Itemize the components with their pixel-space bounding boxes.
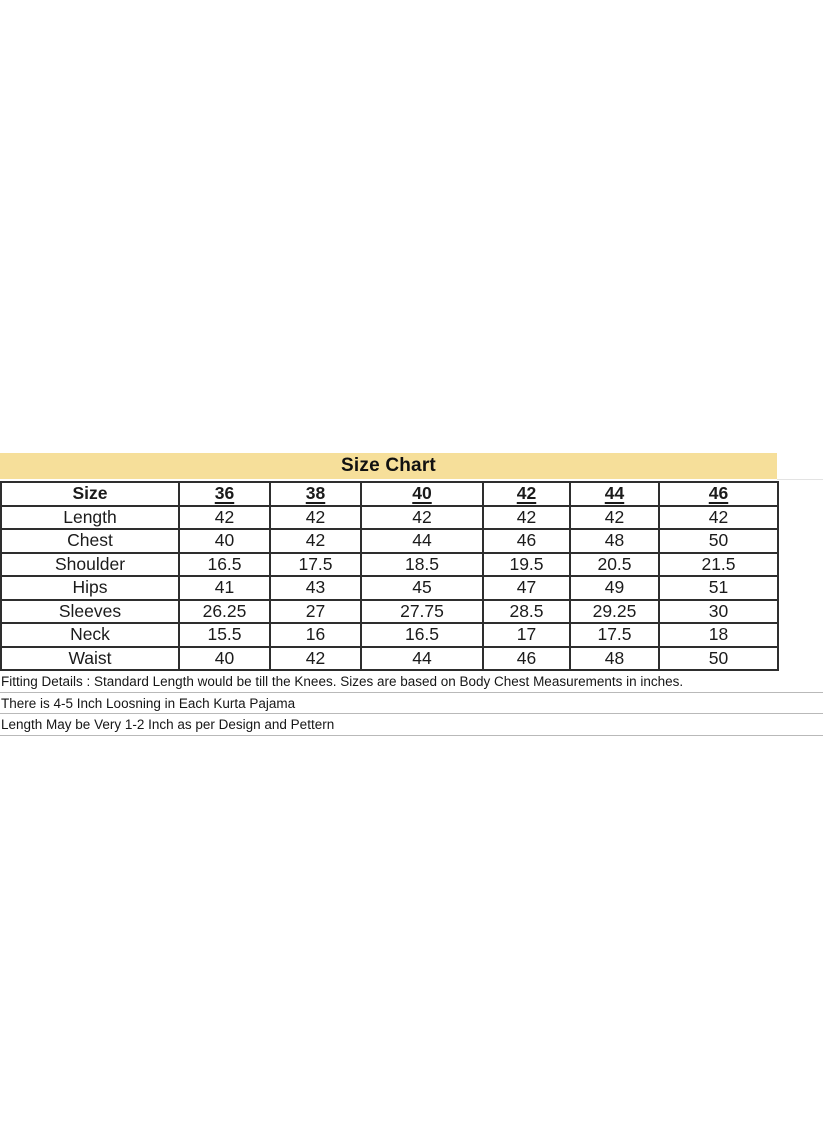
table-cell: 42	[269, 645, 362, 671]
table-cell: 42	[269, 528, 362, 554]
table-cell: 43	[269, 575, 362, 601]
table-cell: 29.25	[569, 598, 660, 624]
size-chart-title: Size Chart	[341, 455, 436, 476]
table-row-neck: Neck 15.5 16 16.5 17 17.5 18	[0, 622, 779, 648]
table-cell: 17.5	[269, 551, 362, 577]
table-cell: 47	[482, 575, 571, 601]
column-header-42: 42	[482, 481, 571, 507]
table-cell: 42	[360, 504, 484, 530]
column-header-size: Size	[0, 481, 180, 507]
table-cell: 46	[482, 528, 571, 554]
table-row-waist: Waist 40 42 44 46 48 50	[0, 645, 779, 671]
row-label: Chest	[0, 528, 180, 554]
table-cell: 16.5	[178, 551, 271, 577]
table-cell: 46	[482, 645, 571, 671]
table-row-length: Length 42 42 42 42 42 42	[0, 504, 779, 530]
table-cell: 17	[482, 622, 571, 648]
table-cell: 40	[178, 645, 271, 671]
table-cell: 40	[178, 528, 271, 554]
table-cell: 28.5	[482, 598, 571, 624]
table-cell: 16.5	[360, 622, 484, 648]
column-header-40: 40	[360, 481, 484, 507]
table-cell: 20.5	[569, 551, 660, 577]
table-cell: 49	[569, 575, 660, 601]
table-header-row: Size 36 38 40 42 44 46	[0, 481, 779, 507]
size-chart-table: Size 36 38 40 42 44 46 Length 42 42 42 4…	[0, 481, 779, 671]
table-cell: 50	[658, 645, 779, 671]
table-cell: 51	[658, 575, 779, 601]
table-cell: 15.5	[178, 622, 271, 648]
table-row-shoulder: Shoulder 16.5 17.5 18.5 19.5 20.5 21.5	[0, 551, 779, 577]
table-cell: 26.25	[178, 598, 271, 624]
fitting-notes: Fitting Details : Standard Length would …	[0, 671, 823, 736]
table-cell: 48	[569, 645, 660, 671]
table-cell: 44	[360, 645, 484, 671]
gridline-extension	[777, 479, 823, 480]
table-cell: 19.5	[482, 551, 571, 577]
table-cell: 42	[569, 504, 660, 530]
table-cell: 18	[658, 622, 779, 648]
table-cell: 16	[269, 622, 362, 648]
table-row-hips: Hips 41 43 45 47 49 51	[0, 575, 779, 601]
column-header-38: 38	[269, 481, 362, 507]
table-cell: 41	[178, 575, 271, 601]
table-row-sleeves: Sleeves 26.25 27 27.75 28.5 29.25 30	[0, 598, 779, 624]
row-label: Sleeves	[0, 598, 180, 624]
column-header-36: 36	[178, 481, 271, 507]
table-cell: 45	[360, 575, 484, 601]
table-cell: 42	[482, 504, 571, 530]
row-label: Neck	[0, 622, 180, 648]
row-label: Shoulder	[0, 551, 180, 577]
table-cell: 44	[360, 528, 484, 554]
table-cell: 50	[658, 528, 779, 554]
table-cell: 17.5	[569, 622, 660, 648]
table-cell: 27.75	[360, 598, 484, 624]
note-fitting-details: Fitting Details : Standard Length would …	[0, 671, 823, 693]
table-cell: 27	[269, 598, 362, 624]
row-label: Waist	[0, 645, 180, 671]
table-cell: 42	[178, 504, 271, 530]
table-row-chest: Chest 40 42 44 46 48 50	[0, 528, 779, 554]
note-length-variation: Length May be Very 1-2 Inch as per Desig…	[0, 714, 823, 736]
row-label: Hips	[0, 575, 180, 601]
table-cell: 30	[658, 598, 779, 624]
table-cell: 42	[658, 504, 779, 530]
column-header-44: 44	[569, 481, 660, 507]
table-cell: 21.5	[658, 551, 779, 577]
table-cell: 42	[269, 504, 362, 530]
table-cell: 18.5	[360, 551, 484, 577]
size-chart-sheet: Size Chart Size 36 38 40 42 44 46 Length…	[0, 453, 823, 736]
row-label: Length	[0, 504, 180, 530]
table-cell: 48	[569, 528, 660, 554]
column-header-46: 46	[658, 481, 779, 507]
note-loosening: There is 4-5 Inch Loosning in Each Kurta…	[0, 693, 823, 715]
size-chart-title-band: Size Chart	[0, 453, 777, 479]
